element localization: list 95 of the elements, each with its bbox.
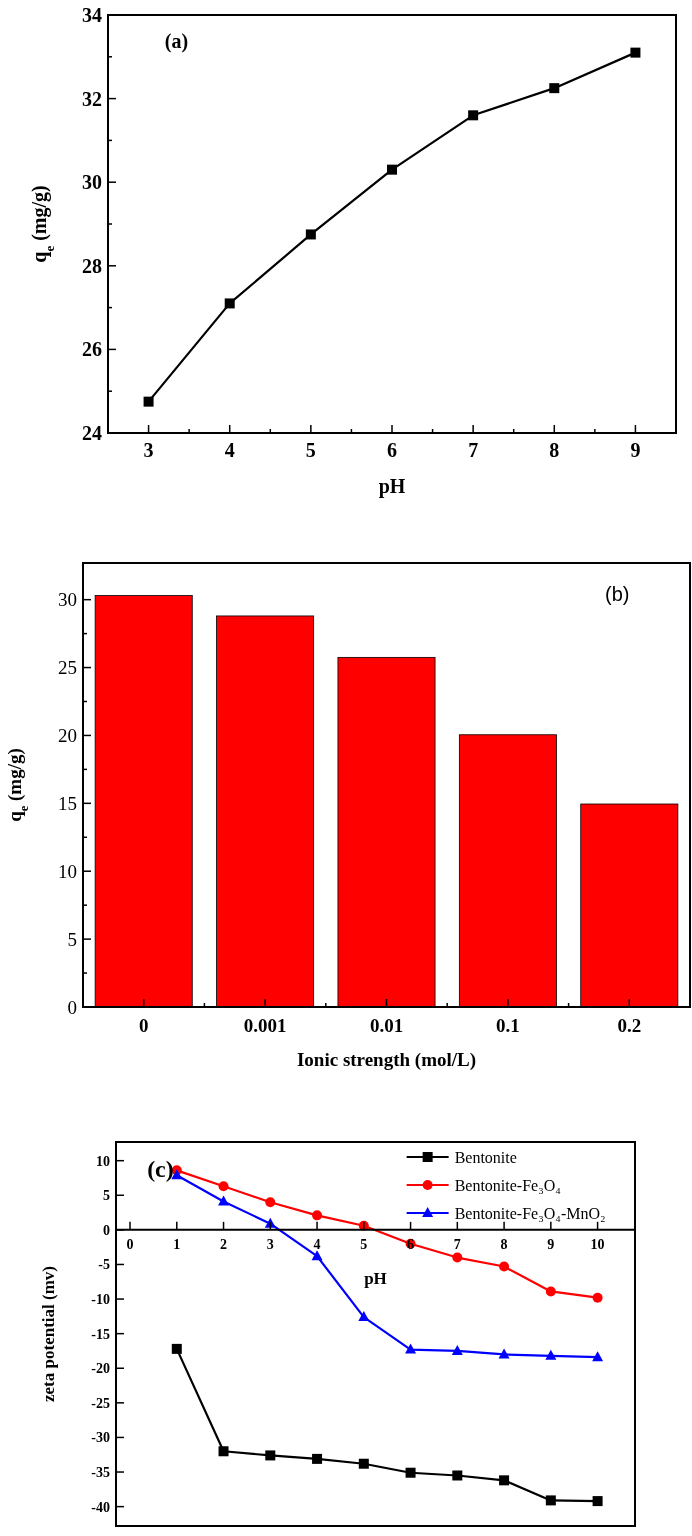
point: [499, 1475, 510, 1486]
y-tick-label: 30: [82, 171, 102, 194]
y-tick-label: -15: [91, 1326, 110, 1342]
x-tick-label: 8: [500, 1237, 508, 1253]
point: [549, 83, 560, 94]
x-tick-label: 6: [407, 1237, 415, 1253]
point: [545, 1495, 556, 1506]
x-tick-label: 7: [468, 439, 479, 461]
point: [592, 1292, 603, 1303]
y-tick-label: 0: [67, 996, 77, 1018]
y-tick-label: -5: [98, 1257, 110, 1273]
x-axis-title: pH: [378, 475, 406, 498]
x-tick-label: 3: [143, 439, 154, 461]
point: [592, 1351, 604, 1362]
legend-label: Bentonite-Fe₃O₄-MnO₂: [454, 1204, 606, 1222]
y-tick-label: 5: [103, 1188, 110, 1204]
x-tick-label: 5: [305, 439, 316, 461]
point: [311, 1250, 323, 1261]
point: [264, 1217, 276, 1228]
x-tick-label: 3: [266, 1237, 274, 1253]
y-tick-label: 34: [82, 4, 102, 26]
y-tick-label: 5: [67, 928, 77, 950]
point: [498, 1348, 510, 1359]
y-tick-label: 28: [82, 254, 102, 277]
y-tick-label: -40: [91, 1499, 110, 1515]
x-tick-label: 4: [313, 1237, 321, 1253]
point: [312, 1453, 323, 1464]
annotation: (a): [164, 30, 189, 54]
bar: [580, 803, 679, 1008]
point: [218, 1446, 229, 1457]
x-tick-label: 1: [173, 1237, 181, 1253]
point: [387, 164, 397, 175]
point: [468, 110, 479, 121]
point: [312, 1210, 323, 1221]
y-tick-label: 10: [96, 1153, 110, 1169]
point: [171, 1343, 182, 1354]
y-tick-label: 25: [58, 657, 77, 679]
y-tick-label: -30: [91, 1430, 110, 1446]
point: [545, 1349, 557, 1360]
x-tick-label: 6: [387, 439, 397, 461]
y-tick-label: -10: [91, 1291, 110, 1307]
bar: [94, 595, 193, 1008]
point: [143, 396, 154, 407]
point: [499, 1261, 510, 1272]
bar: [216, 615, 315, 1008]
point: [545, 1286, 556, 1297]
x-tick-label: 0.01: [369, 1015, 404, 1037]
y-tick-label: 24: [82, 422, 102, 444]
point: [265, 1450, 276, 1461]
x-tick-label: 5: [360, 1237, 368, 1253]
x-tick-label: 7: [453, 1237, 461, 1253]
legend-label: Bentonite-Fe₃O₄: [454, 1176, 562, 1194]
point: [452, 1470, 463, 1481]
point: [218, 1181, 229, 1192]
y-axis-title: zeta potential (mv): [39, 1266, 58, 1402]
x-tick-label: 0.001: [243, 1015, 287, 1037]
y-tick-label: 20: [58, 725, 77, 747]
legend-label: Bentonite: [454, 1148, 517, 1166]
y-tick-label: 32: [82, 87, 102, 110]
point: [358, 1458, 369, 1469]
point: [405, 1467, 416, 1478]
x-tick-label: 4: [224, 439, 235, 461]
y-tick-label: 0: [103, 1222, 110, 1238]
point: [224, 298, 235, 309]
point: [452, 1252, 463, 1263]
x-tick-label: 2: [220, 1237, 228, 1253]
x-tick-label: 0.1: [496, 1015, 520, 1037]
x-axis-title: Ionic strength (mol/L): [296, 1049, 477, 1071]
x-tick-label: 0: [126, 1237, 134, 1253]
point: [218, 1195, 230, 1206]
x-tick-label: 0.2: [617, 1015, 642, 1037]
point: [358, 1311, 370, 1322]
annotation: (c): [147, 1155, 174, 1182]
y-tick-label: -20: [91, 1361, 110, 1377]
x-tick-label: 10: [590, 1237, 605, 1253]
bar: [458, 734, 557, 1008]
point: [405, 1343, 417, 1354]
y-tick-label: 30: [58, 589, 77, 611]
x-tick-label: 8: [549, 439, 560, 461]
point: [265, 1197, 276, 1208]
x-tick-label: 9: [547, 1237, 555, 1253]
bar: [337, 656, 436, 1008]
y-tick-label: 15: [58, 792, 77, 814]
y-tick-label: 26: [82, 338, 102, 361]
y-tick-label: -25: [91, 1395, 110, 1411]
point: [630, 47, 641, 58]
x-tick-label: 9: [630, 439, 641, 461]
point: [592, 1496, 603, 1507]
x-axis-title: pH: [364, 1268, 387, 1288]
point: [451, 1344, 463, 1355]
y-tick-label: -35: [91, 1464, 110, 1480]
point: [305, 229, 316, 240]
x-tick-label: 0: [138, 1015, 149, 1037]
annotation: (b): [605, 582, 630, 605]
y-tick-label: 10: [58, 860, 77, 882]
